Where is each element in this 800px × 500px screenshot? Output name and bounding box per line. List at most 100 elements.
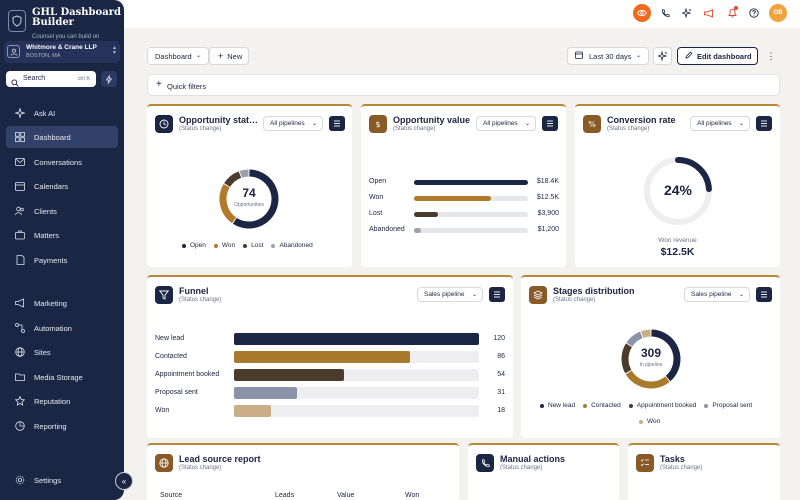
date-range-select[interactable]: Last 30 days ⌄ — [567, 47, 649, 65]
nav-label: Dashboard — [34, 132, 71, 142]
users-icon — [14, 205, 26, 217]
search-icon — [11, 74, 19, 92]
quick-filters-bar[interactable]: + Quick filters — [147, 74, 780, 96]
card-menu-button[interactable] — [489, 287, 505, 302]
nav-calendars[interactable]: Calendars — [6, 175, 118, 197]
announcements-button[interactable] — [700, 4, 718, 22]
pipeline-select-label: Sales pipeline — [424, 291, 465, 298]
nav-dashboard[interactable]: Dashboard — [6, 126, 118, 148]
phone-button[interactable] — [656, 4, 674, 22]
nav-settings[interactable]: Settings — [6, 469, 118, 491]
card-subtitle: (Status change) — [179, 297, 222, 303]
briefcase-icon — [14, 229, 26, 241]
nav-marketing[interactable]: Marketing — [6, 292, 118, 314]
column-header[interactable]: Value — [337, 492, 355, 499]
avatar[interactable]: OB — [769, 4, 787, 22]
new-button[interactable]: + New — [209, 47, 249, 65]
legend-item: Won — [639, 418, 660, 425]
nav-label: Conversations — [34, 157, 82, 167]
card-menu-button[interactable] — [329, 116, 345, 131]
nav-automation[interactable]: Automation — [6, 317, 118, 339]
funnel-row: Appointment booked 54 — [155, 368, 505, 382]
opportunity-status-donut — [219, 169, 279, 229]
more-options-icon[interactable]: ⋮ — [766, 51, 776, 61]
sparkles-button[interactable] — [678, 4, 696, 22]
bar-label: Abandoned — [369, 226, 405, 233]
nav-label: Clients — [34, 206, 57, 216]
chevron-down-icon: ⌄ — [311, 121, 317, 127]
legend-item: Contacted — [583, 402, 621, 409]
ai-sparkle-button[interactable] — [653, 47, 672, 65]
nav-reputation[interactable]: Reputation — [6, 390, 118, 412]
svg-text:%: % — [588, 120, 596, 129]
quick-filters-label: Quick filters — [167, 82, 207, 91]
reporting-icon — [14, 420, 26, 432]
legend-label: Appointment booked — [636, 402, 697, 409]
chat-icon — [14, 156, 26, 168]
legend: Open Won Lost Abandoned — [182, 242, 321, 249]
percent-icon: % — [583, 115, 601, 133]
bar-track — [414, 196, 528, 201]
column-header[interactable]: Won — [405, 492, 420, 499]
nav-clients[interactable]: Clients — [6, 200, 118, 222]
pipeline-select-label: All pipelines — [697, 120, 732, 127]
column-header[interactable]: Source — [160, 492, 183, 499]
funnel-row: Contacted 86 — [155, 350, 505, 364]
legend-dot — [213, 243, 218, 248]
pipeline-select-label: Sales pipeline — [691, 291, 732, 298]
column-header[interactable]: Leads — [275, 492, 295, 499]
nav-reporting[interactable]: Reporting — [6, 415, 118, 437]
pipeline-select[interactable]: All pipelines ⌄ — [476, 116, 536, 131]
funnel-stage-label: Proposal sent — [155, 389, 198, 396]
nav-sites[interactable]: Sites — [6, 341, 118, 363]
account-switcher[interactable]: Whitmore & Crane LLP BOSTON, MA ▴ ▾ — [4, 41, 120, 63]
edit-dashboard-button[interactable]: Edit dashboard — [677, 47, 758, 65]
star-icon — [14, 395, 26, 407]
funnel-stage-label: Won — [155, 407, 170, 414]
dashboard-select[interactable]: Dashboard ⌄ — [147, 47, 209, 65]
pipeline-select[interactable]: All pipelines ⌄ — [263, 116, 323, 131]
help-button[interactable] — [745, 4, 763, 22]
card-title: Opportunity stat… — [179, 115, 258, 125]
nav-label: Payments — [34, 255, 68, 265]
notification-dot — [734, 6, 738, 10]
funnel-bar — [234, 369, 345, 381]
card-menu-button[interactable] — [756, 116, 772, 131]
brand-subtitle: Counsel you can build on — [32, 34, 100, 40]
donut-center-value: 309 — [640, 346, 662, 360]
funnel-row: Won 18 — [155, 404, 505, 418]
value-bar — [414, 212, 439, 217]
dashboard-select-label: Dashboard — [155, 51, 192, 61]
legend-label: Proposal sent — [712, 402, 753, 409]
bar-label: Lost — [369, 210, 383, 217]
search-input[interactable]: Search ctrl K — [6, 71, 96, 87]
pipeline-select[interactable]: Sales pipeline ⌄ — [684, 287, 750, 302]
sparkles-icon — [682, 8, 692, 18]
notifications-button[interactable] — [723, 4, 741, 22]
card-menu-button[interactable] — [756, 287, 772, 302]
chevron-down-icon: ⌄ — [524, 121, 530, 127]
bar-track — [414, 212, 528, 217]
funnel-stage-label: Appointment booked — [155, 371, 220, 378]
nav-media-storage[interactable]: Media Storage — [6, 366, 118, 388]
help-icon — [749, 8, 759, 18]
funnel-stage-label: Contacted — [155, 353, 187, 360]
legend-dot — [540, 403, 544, 408]
nav-conversations[interactable]: Conversations — [6, 151, 118, 173]
list-icon — [494, 291, 500, 298]
pipeline-select[interactable]: Sales pipeline ⌄ — [417, 287, 483, 302]
card-opportunity-status: Opportunity stat… (Status change) All pi… — [147, 104, 352, 267]
card-manual-actions: Manual actions (Status change) — [468, 443, 619, 500]
collapse-sidebar-button[interactable]: « — [115, 472, 133, 490]
bolt-button[interactable] — [101, 71, 117, 87]
eye-button[interactable] — [633, 4, 651, 22]
nav-ask-ai[interactable]: Ask AI — [6, 102, 118, 124]
nav-label: Reporting — [34, 421, 67, 431]
nav-payments[interactable]: Payments — [6, 249, 118, 271]
date-range-label: Last 30 days — [589, 51, 632, 61]
donut-slice-new-lead — [651, 329, 681, 382]
card-subtitle: (Status change) — [500, 465, 543, 471]
nav-matters[interactable]: Matters — [6, 224, 118, 246]
pipeline-select[interactable]: All pipelines ⌄ — [690, 116, 750, 131]
card-menu-button[interactable] — [542, 116, 558, 131]
